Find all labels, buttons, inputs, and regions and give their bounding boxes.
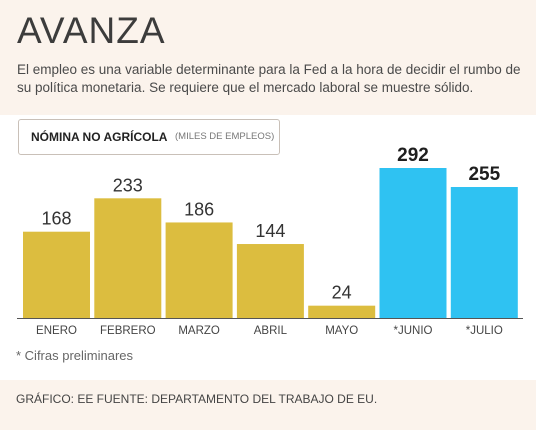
bar-junio (379, 168, 447, 318)
data-label: 292 (397, 145, 429, 166)
x-tick-label: MARZO (178, 325, 220, 337)
chart-title: AVANZA (17, 10, 166, 51)
x-tick-label: *JULIO (466, 325, 503, 337)
data-label: 255 (468, 164, 500, 185)
data-label: 233 (113, 175, 143, 195)
bar-mayo (308, 305, 376, 318)
data-label: 24 (332, 283, 352, 303)
x-tick-label: ABRIL (254, 325, 288, 337)
x-tick-label: *JUNIO (394, 325, 433, 337)
chart-subtitle: El empleo es una variable determinante p… (17, 62, 521, 95)
x-tick-label: MAYO (325, 325, 358, 337)
x-tick-label: ENERO (36, 325, 77, 337)
footnote: * Cifras preliminares (16, 348, 134, 363)
data-label: 186 (184, 199, 214, 219)
bar-marzo (165, 222, 233, 318)
data-label: 144 (255, 221, 285, 241)
data-label: 168 (41, 209, 71, 229)
chart-label-unit: (MILES DE EMPLEOS) (175, 131, 275, 142)
x-tick-label: FEBRERO (100, 325, 156, 337)
chart-label-main: NÓMINA NO AGRÍCOLA (31, 130, 168, 144)
bar-julio (450, 187, 518, 318)
source-credit: GRÁFICO: EE FUENTE: DEPARTAMENTO DEL TRA… (16, 392, 378, 406)
bar-febrero (94, 198, 162, 318)
bar-enero (23, 231, 90, 318)
chart-label-box: NÓMINA NO AGRÍCOLA (MILES DE EMPLEOS) (18, 119, 280, 155)
bar-abril (236, 244, 304, 318)
